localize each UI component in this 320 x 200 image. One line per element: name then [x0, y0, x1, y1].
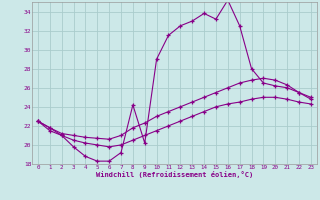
X-axis label: Windchill (Refroidissement éolien,°C): Windchill (Refroidissement éolien,°C): [96, 171, 253, 178]
